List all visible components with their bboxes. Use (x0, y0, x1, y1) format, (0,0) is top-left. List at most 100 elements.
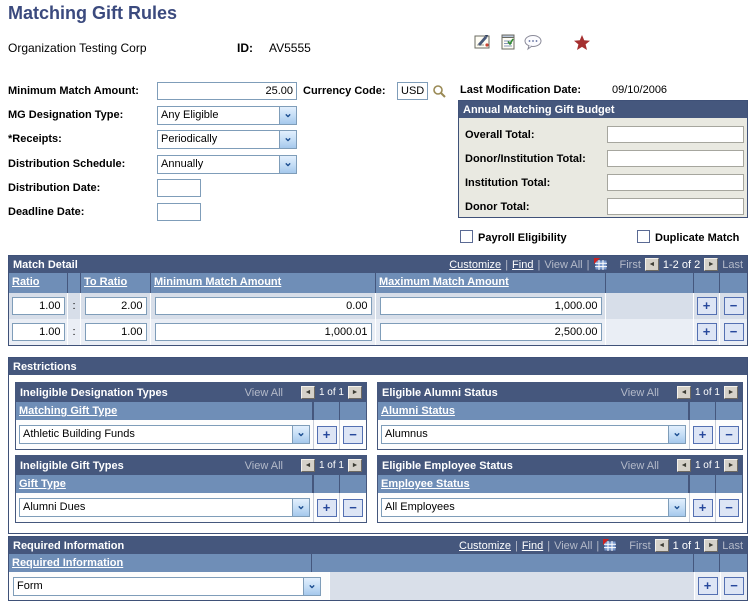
duplicate-match-checkbox[interactable] (637, 230, 650, 243)
column-header-min-match-amount[interactable]: Minimum Match Amount (151, 273, 376, 293)
donor-institution-total-label: Donor/Institution Total: (465, 153, 586, 165)
previous-page-icon[interactable]: ◄ (644, 258, 659, 271)
min-match-amount-input[interactable]: 1,000.01 (154, 323, 372, 341)
deadline-date-input[interactable] (157, 203, 201, 221)
distribution-date-input[interactable] (157, 179, 201, 197)
previous-page-icon[interactable]: ◄ (654, 539, 669, 552)
ratio-input[interactable]: 1.00 (11, 323, 65, 341)
remove-row-button[interactable]: − (724, 577, 744, 595)
required-information-grid: Required Information Customize | Find | … (8, 536, 748, 601)
column-header-required-information[interactable]: Required Information (9, 554, 312, 572)
favorite-star-icon[interactable] (573, 34, 591, 51)
checklist-icon[interactable] (499, 33, 517, 51)
ratio-colon: : (68, 293, 81, 319)
min-match-amount-input[interactable]: 0.00 (154, 297, 372, 315)
max-match-amount-input[interactable]: 1,000.00 (379, 297, 602, 315)
customize-link[interactable]: Customize (449, 258, 502, 271)
column-header-gift-type[interactable]: Gift Type (16, 475, 313, 493)
add-row-button[interactable]: + (696, 297, 717, 315)
max-match-amount-input[interactable]: 2,500.00 (379, 323, 602, 341)
pager-range: 1 of 1 (318, 387, 344, 398)
overall-total-input[interactable] (607, 126, 744, 143)
next-page-icon[interactable]: ► (724, 459, 738, 472)
previous-page-icon[interactable]: ◄ (676, 386, 691, 399)
separator: | (547, 539, 551, 552)
next-page-icon[interactable]: ► (704, 258, 719, 271)
remove-row-button[interactable]: − (343, 498, 363, 517)
remove-row-button[interactable]: − (719, 425, 739, 444)
remove-row-button[interactable]: − (723, 323, 744, 341)
employee-status-value: All Employees (385, 501, 455, 513)
required-information-value: Form (17, 579, 43, 592)
chevron-down-icon[interactable]: ⌄ (292, 426, 309, 443)
mg-designation-type-select[interactable]: Any Eligible ⌄ (157, 106, 297, 125)
chevron-down-icon[interactable]: ⌄ (279, 156, 296, 173)
id-value: AV5555 (269, 41, 311, 55)
ratio-input[interactable]: 1.00 (11, 297, 65, 315)
distribution-schedule-value: Annually (161, 158, 204, 170)
remove-row-button[interactable]: − (723, 297, 744, 315)
duplicate-match-label: Duplicate Match (655, 232, 740, 244)
payroll-eligibility-checkbox[interactable] (460, 230, 473, 243)
to-ratio-input[interactable]: 2.00 (84, 297, 147, 315)
header-icon-toolbar (473, 33, 591, 51)
required-information-header-bar: Required Information Customize | Find | … (9, 537, 747, 554)
chevron-down-icon[interactable]: ⌄ (303, 577, 320, 595)
matching-gift-type-select[interactable]: Athletic Building Funds ⌄ (19, 425, 310, 444)
grid-row: All Employees ⌄ + − (378, 493, 742, 522)
column-header-blank (312, 554, 694, 572)
currency-lookup-magnifier-icon[interactable] (432, 84, 447, 99)
chevron-down-icon[interactable]: ⌄ (668, 499, 685, 516)
donor-institution-total-input[interactable] (607, 150, 744, 167)
chevron-down-icon[interactable]: ⌄ (668, 426, 685, 443)
column-header-ratio[interactable]: Ratio (9, 273, 68, 293)
previous-page-icon[interactable]: ◄ (300, 459, 315, 472)
contact-note-icon[interactable] (473, 33, 493, 51)
next-page-icon[interactable]: ► (724, 386, 738, 399)
donor-total-input[interactable] (607, 198, 744, 215)
column-header-employee-status[interactable]: Employee Status (378, 475, 689, 493)
add-row-button[interactable]: + (696, 323, 717, 341)
receipts-select[interactable]: Periodically ⌄ (157, 130, 297, 149)
grid-row: Athletic Building Funds ⌄ + − (16, 420, 366, 449)
add-row-button[interactable]: + (316, 498, 337, 517)
next-page-icon[interactable]: ► (704, 539, 719, 552)
previous-page-icon[interactable]: ◄ (300, 386, 315, 399)
next-page-icon[interactable]: ► (348, 459, 362, 472)
download-to-spreadsheet-icon[interactable] (593, 258, 608, 271)
column-header-max-match-amount[interactable]: Maximum Match Amount (376, 273, 606, 293)
remove-row-button[interactable]: − (719, 498, 739, 517)
to-ratio-input[interactable]: 1.00 (84, 323, 147, 341)
blank-cell (329, 572, 694, 600)
chevron-down-icon[interactable]: ⌄ (279, 107, 296, 124)
comments-icon[interactable] (523, 33, 543, 51)
currency-code-input[interactable]: USD (397, 82, 428, 100)
institution-total-input[interactable] (607, 174, 744, 191)
employee-status-select[interactable]: All Employees ⌄ (381, 498, 686, 517)
column-header-matching-gift-type[interactable]: Matching Gift Type (16, 402, 313, 420)
find-link[interactable]: Find (521, 539, 544, 552)
download-to-spreadsheet-icon[interactable] (603, 539, 617, 552)
add-row-button[interactable]: + (697, 577, 718, 595)
chevron-down-icon[interactable]: ⌄ (279, 131, 296, 148)
pager-range: 1 of 1 (694, 387, 720, 398)
separator: | (514, 539, 518, 552)
gift-type-select[interactable]: Alumni Dues ⌄ (19, 498, 310, 517)
previous-page-icon[interactable]: ◄ (676, 459, 691, 472)
required-information-select[interactable]: Form ⌄ (13, 576, 321, 596)
find-link[interactable]: Find (512, 258, 534, 271)
remove-row-button[interactable]: − (343, 425, 363, 444)
minimum-match-amount-input[interactable]: 25.00 (157, 82, 297, 100)
column-header-alumni-status[interactable]: Alumni Status (378, 402, 689, 420)
add-row-button[interactable]: + (316, 425, 337, 444)
add-row-button[interactable]: + (692, 498, 713, 517)
chevron-down-icon[interactable]: ⌄ (292, 499, 309, 516)
add-row-button[interactable]: + (692, 425, 713, 444)
customize-link[interactable]: Customize (459, 539, 511, 552)
alumni-status-select[interactable]: Alumnus ⌄ (381, 425, 686, 444)
next-page-icon[interactable]: ► (348, 386, 362, 399)
distribution-schedule-select[interactable]: Annually ⌄ (157, 155, 297, 174)
match-detail-pager-range: 1-2 of 2 (662, 258, 701, 271)
column-header-remove (720, 273, 747, 293)
column-header-to-ratio[interactable]: To Ratio (81, 273, 151, 293)
